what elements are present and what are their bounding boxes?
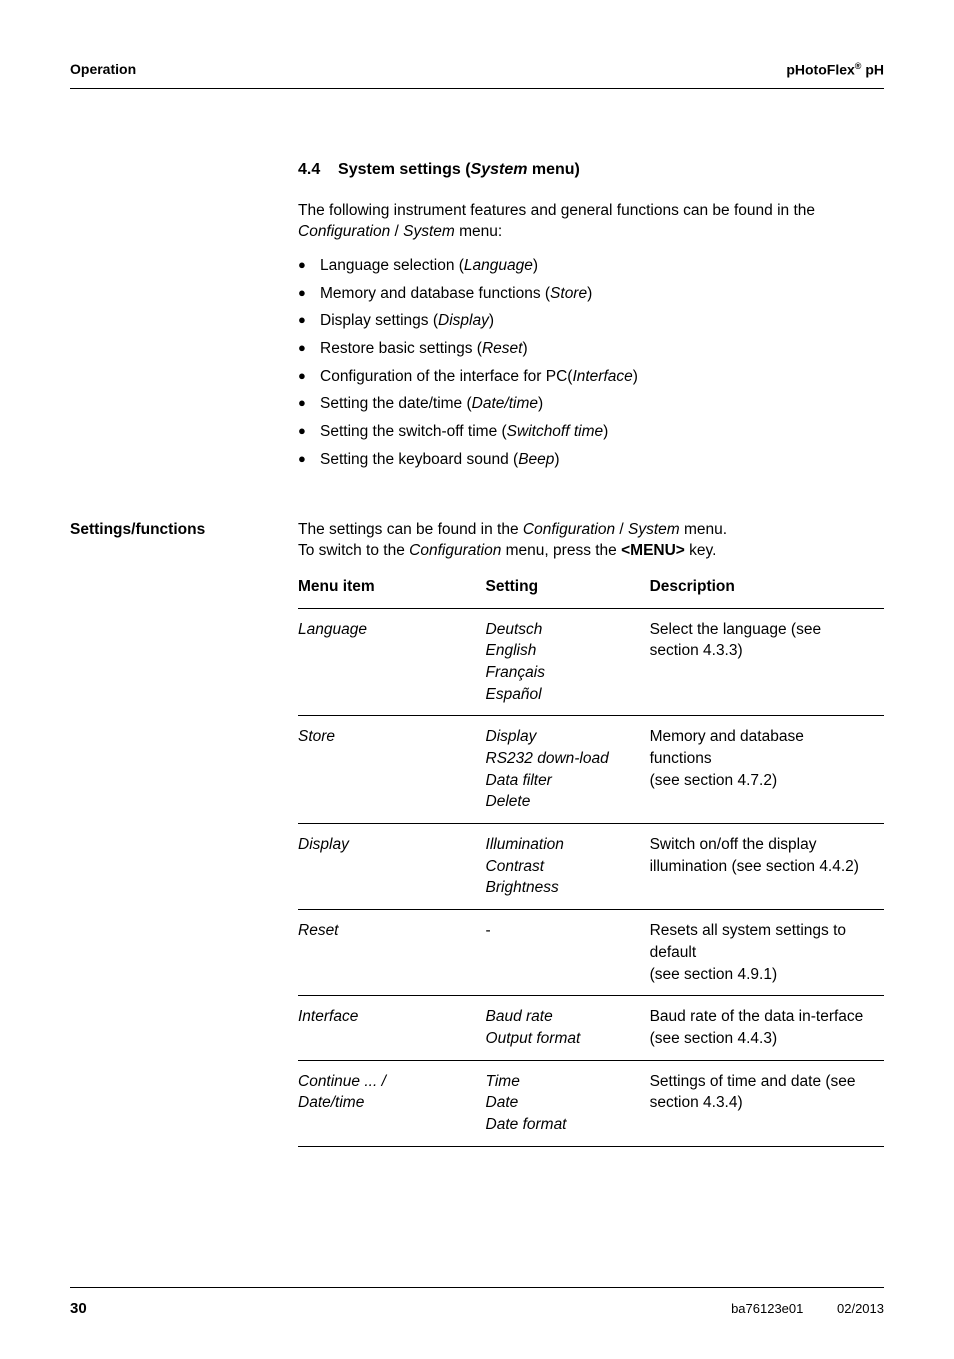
page-footer: 30 ba76123e01 02/2013 bbox=[70, 1287, 884, 1319]
table-row: DisplayIlluminationContrastBrightnessSwi… bbox=[298, 824, 884, 910]
cell-description: Memory and database functions(see sectio… bbox=[650, 716, 884, 824]
table-row: StoreDisplayRS232 down-loadData filterDe… bbox=[298, 716, 884, 824]
cell-setting: DeutschEnglishFrançaisEspañol bbox=[486, 608, 650, 716]
cell-menu-item: Language bbox=[298, 608, 486, 716]
th-menu-item: Menu item bbox=[298, 566, 486, 608]
list-item: Memory and database functions (Store) bbox=[298, 283, 884, 305]
s1-it1: Configuration bbox=[523, 521, 615, 538]
intro-paragraph: The following instrument features and ge… bbox=[298, 200, 884, 243]
cell-setting: IlluminationContrastBrightness bbox=[486, 824, 650, 910]
footer-page-number: 30 bbox=[70, 1298, 87, 1319]
cell-description: Baud rate of the data in-terface(see sec… bbox=[650, 996, 884, 1060]
settings-line2: To switch to the Configuration menu, pre… bbox=[298, 540, 884, 562]
cell-description: Switch on/off the display illumination (… bbox=[650, 824, 884, 910]
cell-setting: TimeDateDate format bbox=[486, 1060, 650, 1146]
cell-menu-item: Interface bbox=[298, 996, 486, 1060]
list-item: Configuration of the interface for PC(In… bbox=[298, 366, 884, 388]
s1-it2: System bbox=[628, 521, 680, 538]
header-right-post: pH bbox=[861, 62, 884, 78]
table-row: Reset-Resets all system settings to defa… bbox=[298, 910, 884, 996]
section-title-ital: System bbox=[471, 161, 528, 178]
intro-it2: System bbox=[403, 223, 455, 240]
s2-mid: menu, press the bbox=[501, 542, 621, 559]
table-row: Continue ... / Date/timeTimeDateDate for… bbox=[298, 1060, 884, 1146]
cell-setting: Baud rateOutput format bbox=[486, 996, 650, 1060]
list-item: Display settings (Display) bbox=[298, 310, 884, 332]
cell-menu-item: Reset bbox=[298, 910, 486, 996]
section-heading: 4.4 System settings (System menu) bbox=[298, 159, 884, 181]
header-right-pre: pHotoFlex bbox=[786, 62, 854, 78]
intro-mid: / bbox=[390, 223, 403, 240]
table-row: LanguageDeutschEnglishFrançaisEspañolSel… bbox=[298, 608, 884, 716]
footer-date: 02/2013 bbox=[837, 1301, 884, 1316]
settings-row: Settings/functions The settings can be f… bbox=[70, 519, 884, 1147]
th-description: Description bbox=[650, 566, 884, 608]
side-label-settings: Settings/functions bbox=[70, 519, 298, 541]
list-item: Setting the date/time (Date/time) bbox=[298, 393, 884, 415]
cell-menu-item: Display bbox=[298, 824, 486, 910]
th-setting: Setting bbox=[486, 566, 650, 608]
settings-line1: The settings can be found in the Configu… bbox=[298, 519, 884, 541]
list-item: Setting the switch-off time (Switchoff t… bbox=[298, 421, 884, 443]
section-title-post: menu) bbox=[527, 161, 579, 178]
settings-table: Menu item Setting Description LanguageDe… bbox=[298, 566, 884, 1147]
bullet-list: Language selection (Language) Memory and … bbox=[298, 255, 884, 471]
main-content: 4.4 System settings (System menu) The fo… bbox=[298, 159, 884, 470]
s1-post: menu. bbox=[680, 521, 727, 538]
table-row: InterfaceBaud rateOutput formatBaud rate… bbox=[298, 996, 884, 1060]
cell-menu-item: Continue ... / Date/time bbox=[298, 1060, 486, 1146]
table-header-row: Menu item Setting Description bbox=[298, 566, 884, 608]
cell-setting: - bbox=[486, 910, 650, 996]
cell-description: Select the language (see section 4.3.3) bbox=[650, 608, 884, 716]
s2-bold: <MENU> bbox=[621, 542, 685, 559]
cell-setting: DisplayRS232 down-loadData filterDelete bbox=[486, 716, 650, 824]
intro-it1: Configuration bbox=[298, 223, 390, 240]
section-number: 4.4 bbox=[298, 161, 320, 178]
s2-it: Configuration bbox=[409, 542, 501, 559]
s1-pre: The settings can be found in the bbox=[298, 521, 523, 538]
header-right: pHotoFlex® pH bbox=[786, 60, 884, 80]
s2-pre: To switch to the bbox=[298, 542, 409, 559]
page-header: Operation pHotoFlex® pH bbox=[70, 60, 884, 89]
section-title-pre: System settings ( bbox=[338, 161, 470, 178]
list-item: Restore basic settings (Reset) bbox=[298, 338, 884, 360]
intro-pre: The following instrument features and ge… bbox=[298, 202, 815, 219]
intro-post: menu: bbox=[455, 223, 502, 240]
cell-menu-item: Store bbox=[298, 716, 486, 824]
cell-description: Settings of time and date (see section 4… bbox=[650, 1060, 884, 1146]
s1-mid: / bbox=[615, 521, 628, 538]
list-item: Setting the keyboard sound (Beep) bbox=[298, 449, 884, 471]
s2-post: key. bbox=[685, 542, 717, 559]
footer-doc: ba76123e01 bbox=[731, 1301, 803, 1316]
list-item: Language selection (Language) bbox=[298, 255, 884, 277]
settings-body: The settings can be found in the Configu… bbox=[298, 519, 884, 1147]
header-left: Operation bbox=[70, 60, 136, 80]
footer-right: ba76123e01 02/2013 bbox=[701, 1300, 884, 1318]
cell-description: Resets all system settings to default(se… bbox=[650, 910, 884, 996]
